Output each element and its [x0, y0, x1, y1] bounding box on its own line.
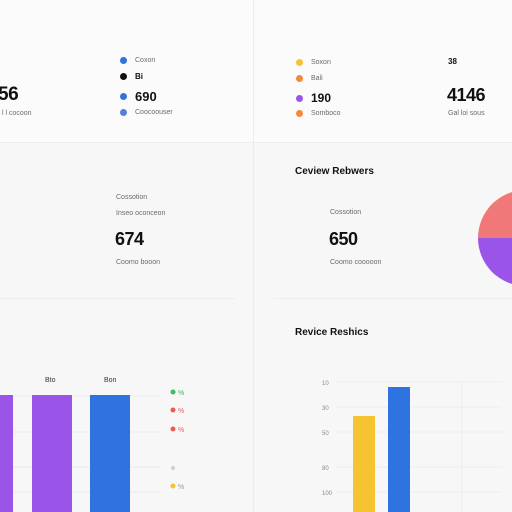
y-tick-label: 30	[322, 406, 329, 412]
bar-chart-left: Bto Bon % % % %	[0, 377, 184, 512]
bar	[388, 387, 410, 512]
circle-icon	[171, 466, 175, 470]
bar	[90, 395, 130, 512]
y-tick-label: 50	[322, 431, 329, 437]
pie-chart	[478, 192, 512, 284]
y-tick-label: 80	[322, 466, 329, 472]
legend-item: 190	[296, 91, 331, 105]
legend-item: Coxon	[120, 57, 155, 64]
legend-label: Somboco	[311, 110, 341, 117]
legend-item: Soxon	[296, 59, 331, 66]
row-divider-1	[0, 142, 512, 143]
circle-icon	[170, 483, 176, 489]
pie-slice-red	[478, 192, 512, 238]
column-divider	[253, 0, 254, 512]
circle-icon	[296, 59, 303, 66]
circle-icon	[296, 110, 303, 117]
y-tick-label: 100	[322, 491, 333, 497]
card-heading: Ceview Rebwers	[295, 166, 374, 177]
card-heading: Revice Reshics	[295, 327, 369, 338]
panel-top-right	[254, 0, 512, 142]
circle-icon	[120, 73, 127, 80]
bar	[0, 395, 13, 512]
stat-value: 674	[115, 229, 144, 249]
bar-chart-right: 10 30 50 80 100	[322, 381, 502, 512]
stat-small: 38	[448, 57, 457, 66]
bar	[353, 416, 375, 512]
stat-caption: Coomo cooooon	[330, 259, 382, 266]
stat-label: Cossotion	[330, 209, 362, 216]
panel-top-left	[0, 0, 253, 142]
legend-label: %	[178, 390, 184, 397]
stat-value: 56	[0, 84, 19, 105]
legend-label: 690	[135, 89, 157, 104]
legend-label: %	[178, 484, 184, 491]
circle-icon	[120, 57, 127, 64]
legend-item: Bi	[120, 72, 143, 81]
stat-value: 650	[329, 229, 358, 249]
y-tick-label: 10	[322, 381, 329, 387]
stat-sublabel: Inseo oconceon	[116, 210, 166, 217]
circle-icon	[296, 75, 303, 82]
legend-label: %	[178, 427, 184, 434]
pie-slice-purple	[478, 238, 512, 284]
legend-item: 690	[120, 89, 157, 104]
bar-label: Bto	[45, 377, 56, 384]
legend-label: Bali	[311, 75, 323, 82]
circle-icon	[170, 426, 176, 432]
stat-value: 4146	[447, 85, 486, 105]
circle-icon	[120, 109, 127, 116]
circle-icon	[170, 389, 176, 395]
circle-icon	[296, 94, 303, 102]
bar-label: Bon	[104, 377, 117, 384]
legend-item: Bali	[296, 75, 323, 82]
legend-label: Bi	[135, 72, 143, 81]
legend-label: Soxon	[311, 59, 331, 66]
bar	[32, 395, 72, 512]
row-divider-3	[273, 298, 512, 299]
legend-label: %	[178, 408, 184, 415]
legend-label: Coxon	[135, 57, 156, 64]
row-divider-2	[0, 298, 235, 299]
circle-icon	[120, 93, 127, 100]
legend-item: Coocoouser	[120, 109, 173, 116]
stat-label: Cossotion	[116, 194, 148, 201]
stat-caption: Coomo booon	[116, 259, 160, 266]
stat-caption: Gal loi sous	[448, 110, 485, 117]
circle-icon	[170, 407, 176, 413]
legend-label: 190	[311, 91, 332, 105]
legend-item: Somboco	[296, 110, 341, 117]
legend-label: Coocoouser	[135, 109, 173, 116]
stat-caption: l l cocoon	[2, 110, 32, 117]
